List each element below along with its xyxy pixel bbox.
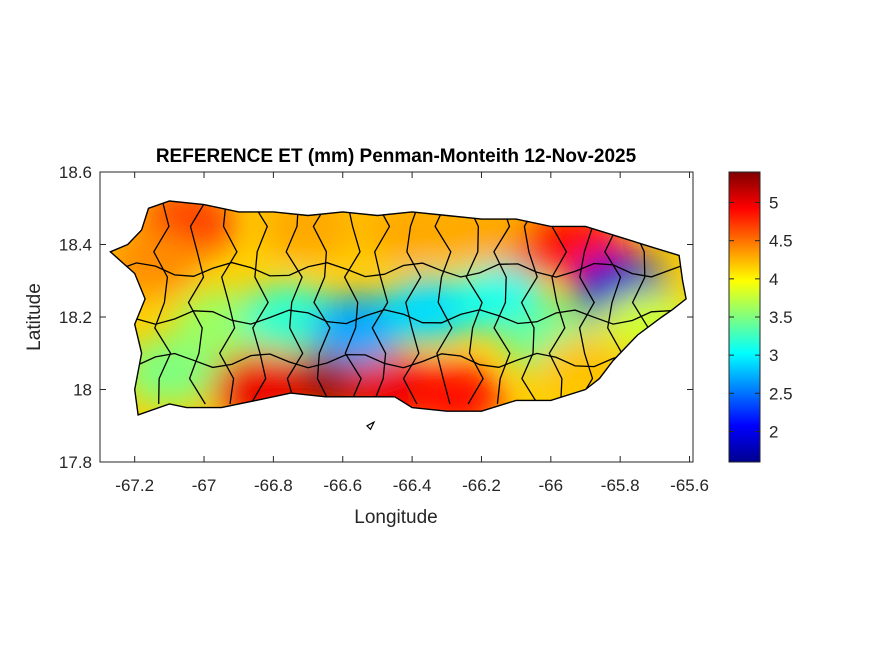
small-islet [366, 420, 376, 431]
municipality-line-v-14 [576, 201, 595, 405]
x-tick-label: -66.4 [393, 476, 432, 495]
x-tick-label: -66 [539, 476, 564, 495]
island-outline [109, 200, 687, 416]
colorbar-tick-label: 3.5 [769, 308, 793, 327]
et-blob-11 [121, 337, 218, 406]
municipality-line-v-10 [465, 201, 484, 405]
municipality-line-v-11 [493, 201, 511, 405]
municipality-line-v-3 [250, 201, 269, 405]
y-tick-label: 18 [73, 381, 92, 400]
municipality-line-v-7 [371, 201, 391, 405]
x-axis-ticks: -67.2 -67 -66.8 -66.6 -66.4 -66.2 -66 -65.8 -65.… [115, 172, 709, 495]
municipality-line-h-1 [117, 309, 687, 325]
chart-title: REFERENCE ET (mm) Penman-Monteith 12-Nov… [156, 146, 637, 167]
y-tick-label: 18.4 [59, 236, 92, 255]
municipality-line-h-2 [117, 352, 687, 369]
municipality-line-v-6 [343, 201, 362, 405]
municipality-line-v-0 [153, 201, 172, 405]
x-tick-label: -65.6 [670, 476, 709, 495]
municipality-line-v-1 [187, 201, 207, 405]
municipality-line-v-2 [218, 201, 238, 405]
colorbar-tick-label: 4 [769, 270, 778, 289]
colorbar-tick-label: 3 [769, 346, 778, 365]
x-tick-label: -66.2 [462, 476, 501, 495]
y-axis-label: Latitude [24, 283, 45, 351]
y-axis-ticks: 17.8 18 18.2 18.4 18.6 [59, 163, 693, 472]
x-axis-label: Longitude [354, 507, 437, 528]
municipality-line-v-12 [520, 201, 540, 405]
colorbar-ticks: 2 2.5 3 3.5 4 4.5 5 [729, 194, 793, 441]
municipality-line-v-9 [434, 201, 453, 405]
y-tick-label: 18.2 [59, 308, 92, 327]
x-tick-label: -66.6 [323, 476, 362, 495]
x-tick-label: -66.8 [254, 476, 293, 495]
y-tick-label: 17.8 [59, 453, 92, 472]
x-tick-label: -67.2 [115, 476, 154, 495]
x-tick-label: -65.8 [601, 476, 640, 495]
colorbar-tick-label: 5 [769, 194, 778, 213]
x-tick-label: -67 [192, 476, 217, 495]
colorbar-tick-label: 2 [769, 422, 778, 441]
municipality-line-v-8 [402, 201, 422, 405]
colorbar-tick-label: 2.5 [769, 384, 793, 403]
municipality-line-v-5 [312, 201, 331, 405]
municipality-line-h-0 [117, 261, 687, 278]
y-tick-label: 18.6 [59, 163, 92, 182]
colorbar-tick-label: 4.5 [769, 232, 793, 251]
municipality-line-v-4 [285, 201, 304, 405]
municipality-line-v-13 [548, 201, 568, 405]
